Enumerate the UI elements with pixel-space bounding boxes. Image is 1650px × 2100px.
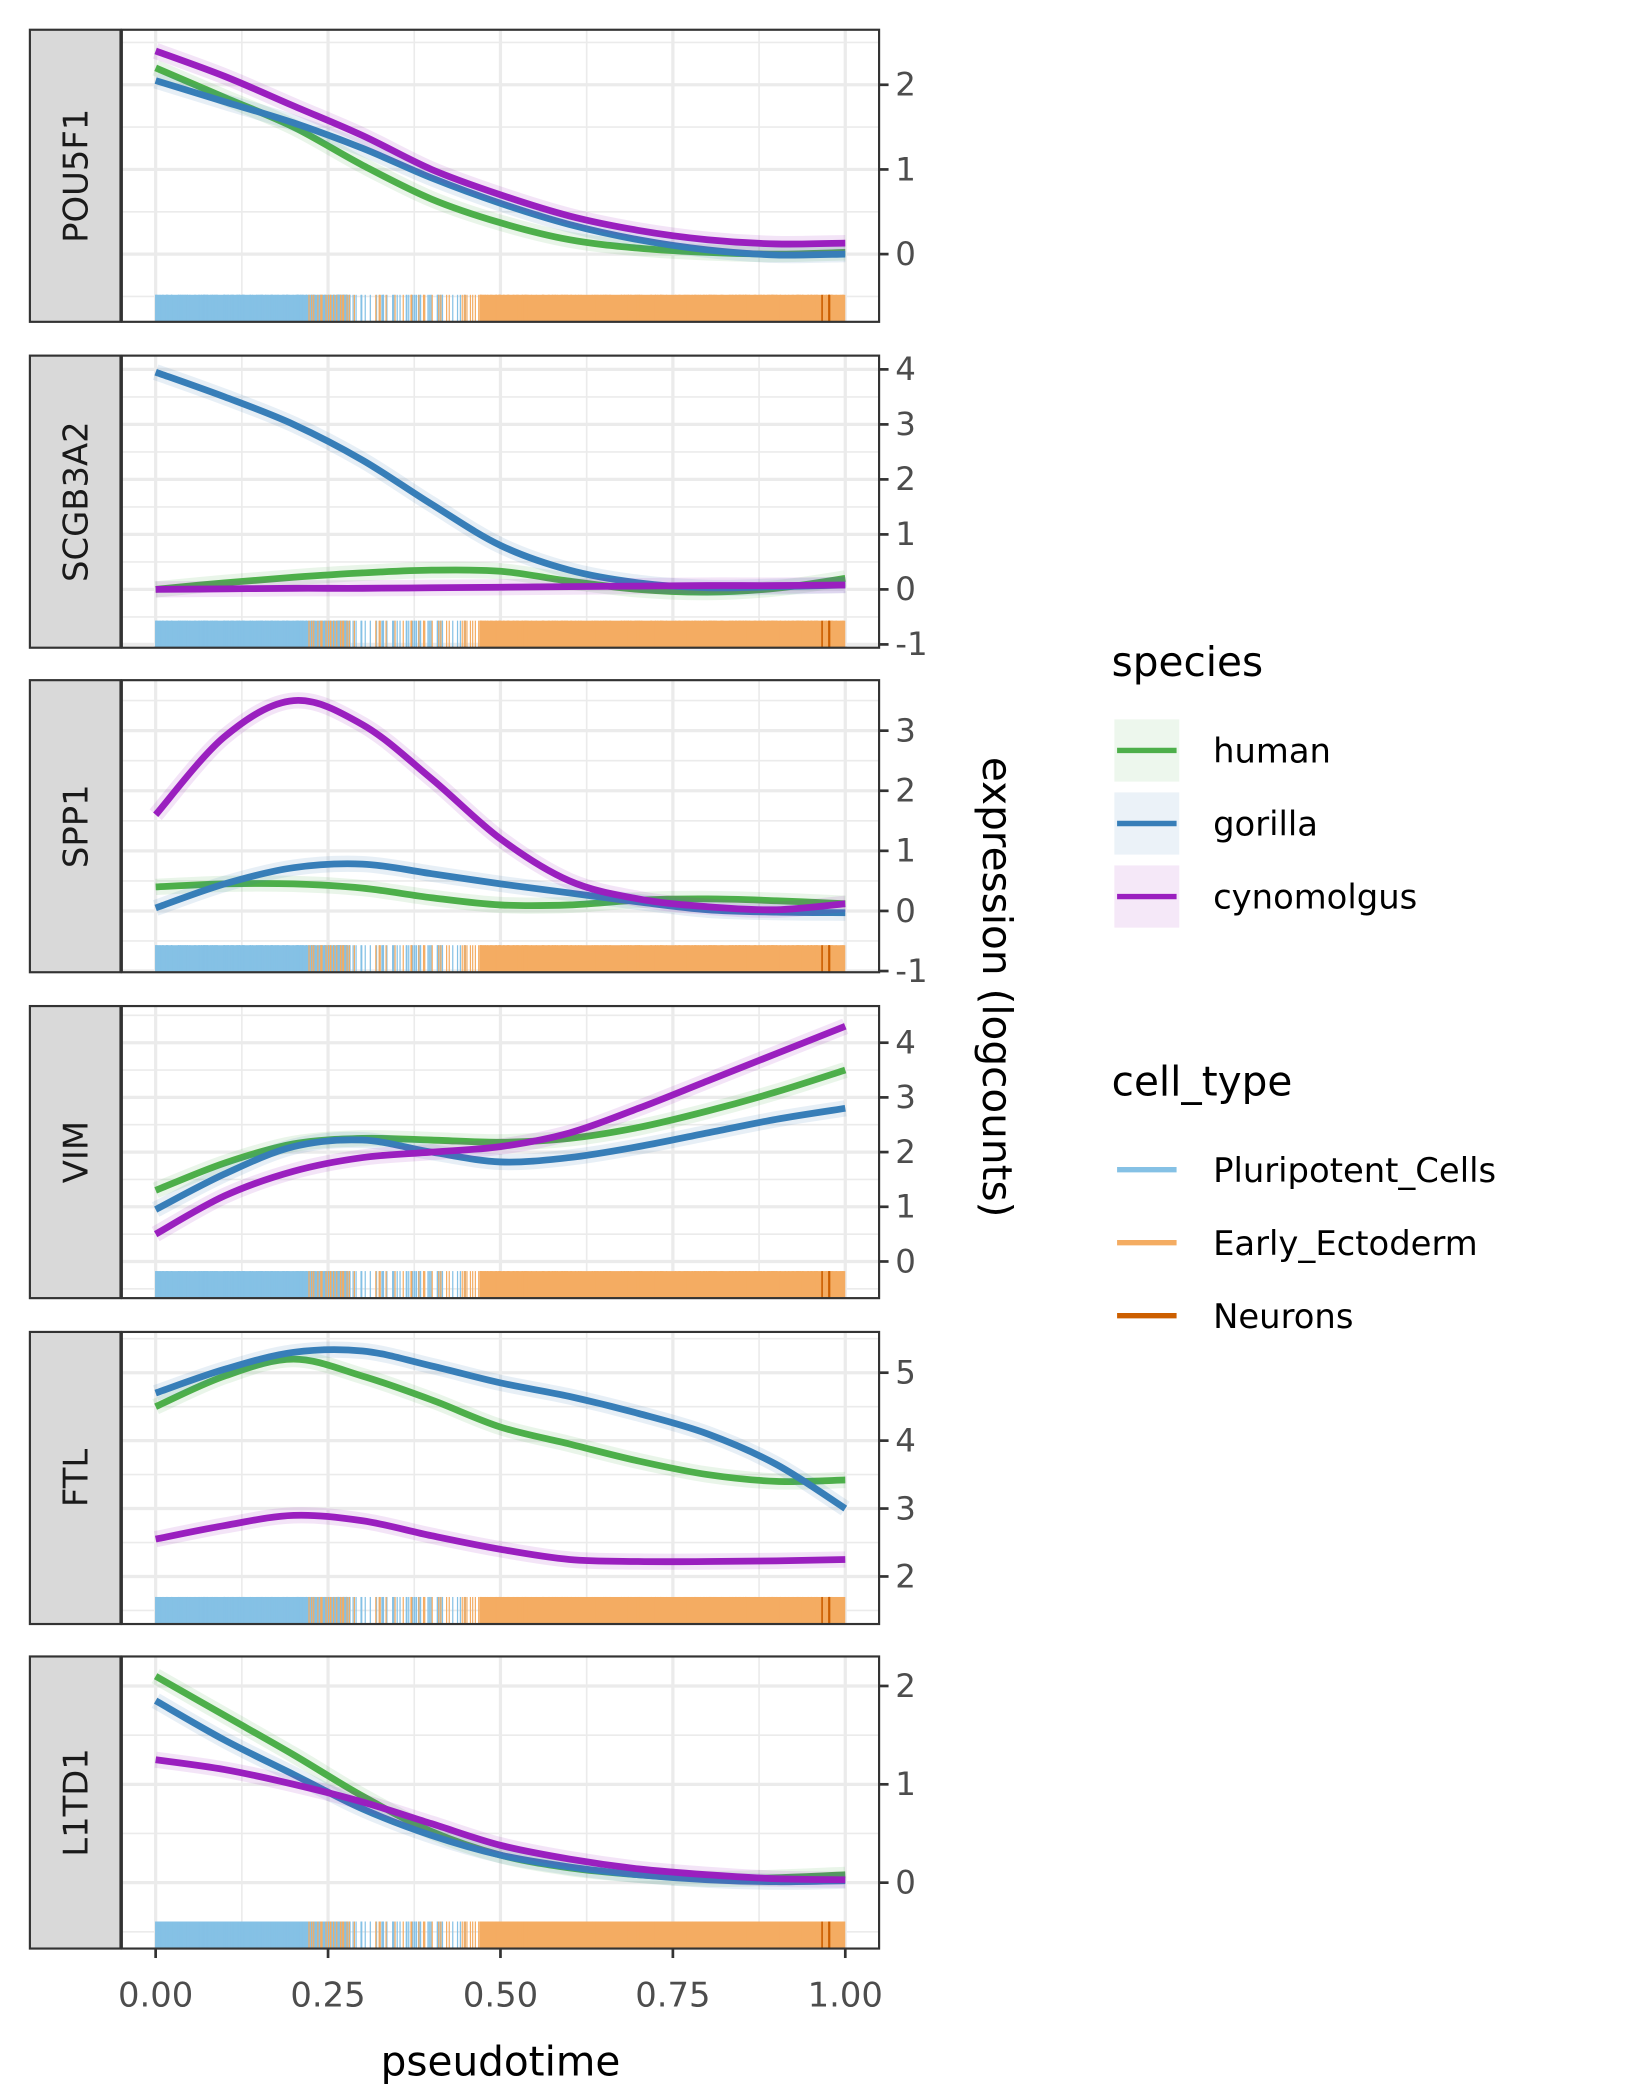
y-tick-label: 2 — [895, 1557, 916, 1595]
strip-background — [28, 28, 122, 323]
y-tick-label: 0 — [895, 1242, 916, 1280]
legend-cell-type-title: cell_type — [1112, 1057, 1293, 1105]
panel-scgb3a2: SCGB3A2 -1 0 1 2 3 4 — [28, 350, 928, 663]
y-tick-label: 2 — [895, 772, 916, 810]
legend-label-gorilla: gorilla — [1213, 805, 1318, 844]
legend-species: species human gorilla cynomolgus — [1112, 638, 1417, 928]
line-cynomolgus — [154, 1023, 847, 1238]
y-tick-label: 3 — [895, 711, 916, 749]
x-axis: 0.00 0.25 0.50 0.75 1.00 — [118, 1948, 883, 2015]
line-human — [155, 566, 846, 596]
y-tick-label: 1 — [895, 150, 916, 188]
line-cynomolgus — [155, 1756, 846, 1884]
y-tick-label: 0 — [895, 1863, 916, 1901]
panels: POU5F1 0 1 2 SCGB3A2 -1 0 1 2 3 4 SPP1 -1 0 1 2 3 VIM 0 1 2 3… — [28, 28, 928, 1950]
legend-label-human: human — [1213, 732, 1331, 771]
y-tick-label: 1 — [895, 1765, 916, 1803]
y-tick-label: 2 — [895, 460, 916, 498]
y-tick-label: 3 — [895, 1078, 916, 1116]
line-gorilla — [154, 1346, 848, 1512]
panel-vim: VIM 0 1 2 3 4 — [28, 1004, 916, 1300]
x-tick-label: 0.00 — [118, 1976, 193, 2015]
strip-label: FTL — [56, 1449, 95, 1507]
legend-cell-type: cell_type Pluripotent_Cells Early_Ectoder… — [1112, 1057, 1496, 1336]
y-tick-label: 0 — [895, 570, 916, 608]
x-tick-label: 0.50 — [463, 1976, 538, 2015]
strip-background — [28, 1655, 122, 1950]
legend-label-pluripotent_cells: Pluripotent_Cells — [1213, 1151, 1496, 1190]
x-tick-label: 0.75 — [635, 1976, 710, 2015]
y-tick-label: 2 — [895, 1667, 916, 1705]
rug-pou5f1 — [155, 294, 846, 322]
strip-label: SPP1 — [56, 784, 95, 868]
y-axis-title: expression (logcounts) — [973, 757, 1021, 1218]
line-human — [154, 1355, 846, 1485]
rug-ftl — [155, 1596, 846, 1625]
legend-label-neurons: Neurons — [1213, 1297, 1353, 1336]
panel-border — [120, 679, 881, 974]
line-human — [154, 1066, 847, 1194]
y-tick-label: 3 — [895, 405, 916, 443]
y-tick-label: 0 — [895, 235, 916, 273]
line-cynomolgus — [154, 47, 846, 248]
line-gorilla — [154, 1104, 846, 1213]
strip-background — [28, 1004, 122, 1300]
x-tick-label: 1.00 — [808, 1976, 883, 2015]
strip-label: POU5F1 — [56, 109, 95, 243]
line-cynomolgus — [155, 581, 846, 593]
rug-scgb3a2 — [155, 620, 846, 648]
strip-background — [28, 1330, 122, 1626]
strip-label: L1TD1 — [56, 1748, 95, 1857]
legend-label-cynomolgus: cynomolgus — [1213, 878, 1417, 917]
y-tick-label: 0 — [895, 892, 916, 930]
line-gorilla — [154, 77, 846, 259]
y-tick-label: 1 — [895, 1188, 916, 1226]
strip-background — [28, 354, 122, 649]
y-tick-label: -1 — [895, 625, 927, 663]
line-gorilla — [153, 1697, 846, 1886]
line-cynomolgus — [153, 697, 846, 914]
strip-background — [28, 679, 122, 974]
y-tick-label: 5 — [895, 1354, 916, 1392]
rug-spp1 — [155, 945, 846, 973]
line-human — [155, 880, 846, 910]
y-tick-label: 1 — [895, 832, 916, 870]
y-tick-label: 1 — [895, 515, 916, 553]
y-tick-label: -1 — [895, 952, 927, 990]
rug-vim — [155, 1271, 846, 1299]
panel-pou5f1: POU5F1 0 1 2 — [28, 28, 916, 323]
panel-border — [120, 354, 881, 649]
panel-border — [120, 28, 881, 323]
panel-border — [120, 1330, 881, 1626]
y-tick-label: 4 — [895, 350, 916, 388]
y-tick-label: 4 — [895, 1024, 916, 1062]
panel-ftl: FTL 2 3 4 5 — [28, 1330, 916, 1626]
rug-l1td1 — [155, 1921, 846, 1949]
x-axis-title: pseudotime — [381, 2038, 621, 2086]
legend-species-title: species — [1112, 638, 1263, 686]
y-tick-label: 3 — [895, 1489, 916, 1527]
panel-l1td1: L1TD1 0 1 2 — [28, 1655, 916, 1950]
x-tick-label: 0.25 — [290, 1976, 365, 2015]
line-cynomolgus — [154, 1511, 846, 1566]
legend-label-early_ectoderm: Early_Ectoderm — [1213, 1224, 1478, 1263]
panel-spp1: SPP1 -1 0 1 2 3 — [28, 679, 928, 990]
y-tick-label: 2 — [895, 1133, 916, 1171]
strip-label: VIM — [56, 1121, 95, 1183]
y-tick-label: 2 — [895, 66, 916, 104]
strip-label: SCGB3A2 — [56, 421, 95, 582]
y-tick-label: 4 — [895, 1421, 916, 1459]
